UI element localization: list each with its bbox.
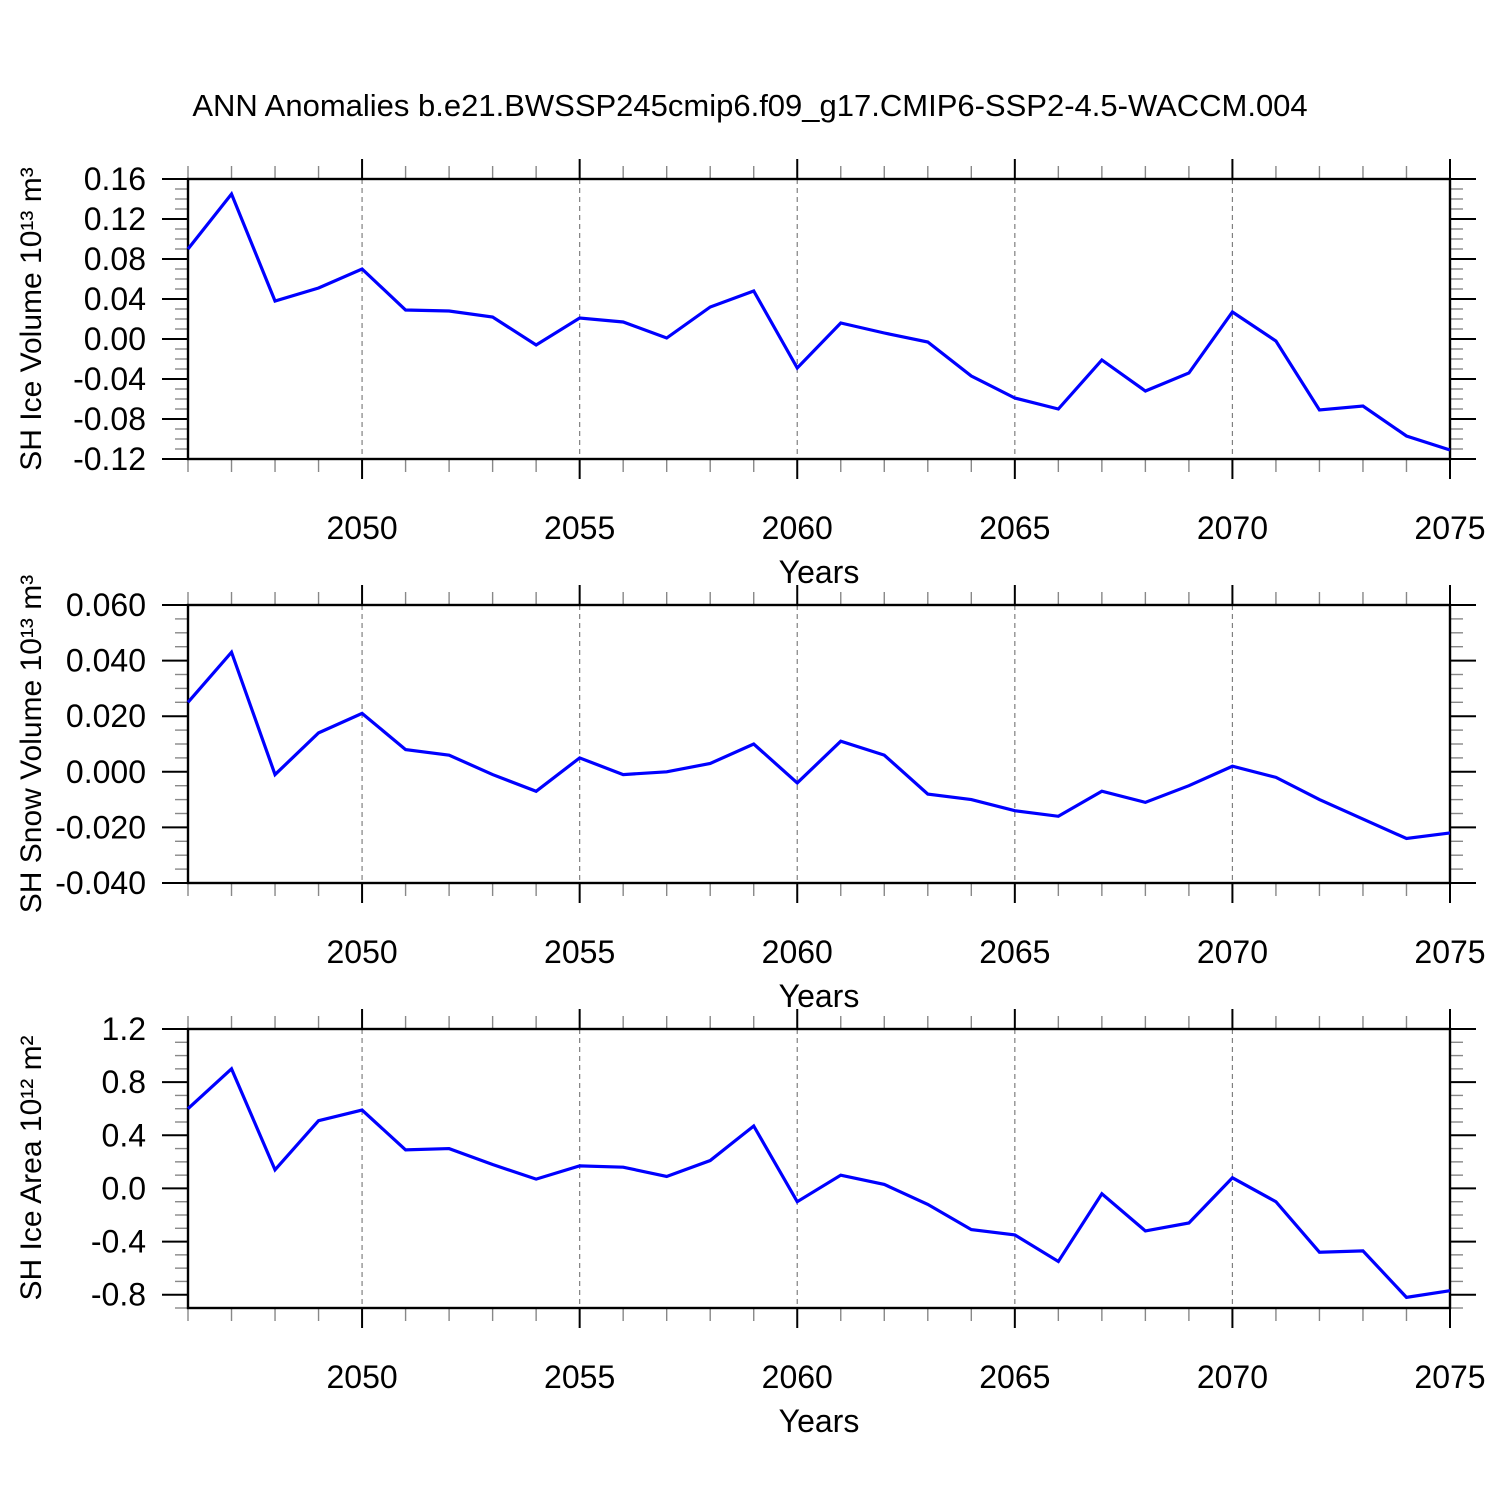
panel-1: 0.16 0.12 0.08 0.04 0.00 -0.04 -0.08 -0.12 2050 2… bbox=[73, 159, 1486, 546]
x-tick-label: 2055 bbox=[544, 510, 615, 546]
y-tick-label: -0.04 bbox=[73, 361, 146, 397]
x-axis-title-panel-2: Years bbox=[779, 978, 860, 1014]
data-line bbox=[186, 190, 1451, 452]
x-tick-label: 2055 bbox=[544, 1359, 615, 1395]
y-axis-title-snow-volume: SH Snow Volume 10¹³ m³ bbox=[15, 575, 48, 913]
y-tick-label: 1.2 bbox=[102, 1011, 146, 1047]
y-tick-label: -0.020 bbox=[55, 809, 146, 845]
x-tick-label: 2050 bbox=[326, 934, 397, 970]
x-tick-label: 2065 bbox=[979, 510, 1050, 546]
x-tick-label: 2060 bbox=[762, 934, 833, 970]
y-tick-label: 0.00 bbox=[84, 321, 146, 357]
y-tick-label: -0.040 bbox=[55, 865, 146, 901]
plot-frame bbox=[186, 177, 1452, 461]
panel-3: 1.2 0.8 0.4 0.0 -0.4 -0.8 2050 2055 2060 2065 2070… bbox=[91, 1009, 1486, 1395]
data-line bbox=[186, 649, 1451, 841]
y-tick-label: 0.4 bbox=[102, 1117, 146, 1153]
chart-layers: 0.16 0.12 0.08 0.04 0.00 -0.04 -0.08 -0.12 2050 2… bbox=[55, 159, 1486, 1395]
y-tick-label: -0.4 bbox=[91, 1224, 146, 1260]
x-tick-label: 2070 bbox=[1197, 510, 1268, 546]
x-tick-label: 2075 bbox=[1414, 934, 1485, 970]
y-tick-label: -0.12 bbox=[73, 441, 146, 477]
data-line bbox=[186, 1066, 1451, 1300]
x-axis-title-panel-3: Years bbox=[779, 1403, 860, 1439]
y-tick-label: -0.08 bbox=[73, 401, 146, 437]
x-tick-label: 2065 bbox=[979, 934, 1050, 970]
x-tick-label: 2050 bbox=[326, 1359, 397, 1395]
y-tick-label: 0.040 bbox=[66, 643, 146, 679]
y-tick-label: -0.8 bbox=[91, 1277, 146, 1313]
y-tick-label: 0.060 bbox=[66, 587, 146, 623]
x-tick-label: 2050 bbox=[326, 510, 397, 546]
y-tick-label: 0.04 bbox=[84, 281, 146, 317]
y-tick-label: 0.08 bbox=[84, 241, 146, 277]
x-tick-label: 2075 bbox=[1414, 510, 1485, 546]
x-tick-label: 2055 bbox=[544, 934, 615, 970]
x-axis-title-panel-1: Years bbox=[779, 554, 860, 590]
panel-2: 0.060 0.040 0.020 0.000 -0.020 -0.040 2050 2055… bbox=[55, 585, 1486, 970]
y-tick-label: 0.16 bbox=[84, 161, 146, 197]
plot-frame bbox=[186, 603, 1452, 885]
x-tick-label: 2075 bbox=[1414, 1359, 1485, 1395]
chart-title: ANN Anomalies b.e21.BWSSP245cmip6.f09_g1… bbox=[192, 88, 1307, 123]
y-axis-title-ice-area: SH Ice Area 10¹² m² bbox=[15, 1035, 48, 1300]
y-tick-label: 0.020 bbox=[66, 698, 146, 734]
x-tick-label: 2060 bbox=[762, 510, 833, 546]
y-tick-label: 0.8 bbox=[102, 1064, 146, 1100]
x-tick-label: 2070 bbox=[1197, 1359, 1268, 1395]
y-tick-label: 0.12 bbox=[84, 201, 146, 237]
x-tick-label: 2060 bbox=[762, 1359, 833, 1395]
y-tick-label: 0.000 bbox=[66, 754, 146, 790]
y-tick-label: 0.0 bbox=[102, 1170, 146, 1206]
y-axis-title-ice-volume: SH Ice Volume 10¹³ m³ bbox=[15, 167, 48, 470]
x-tick-label: 2070 bbox=[1197, 934, 1268, 970]
plot-frame bbox=[186, 1027, 1452, 1310]
x-tick-label: 2065 bbox=[979, 1359, 1050, 1395]
